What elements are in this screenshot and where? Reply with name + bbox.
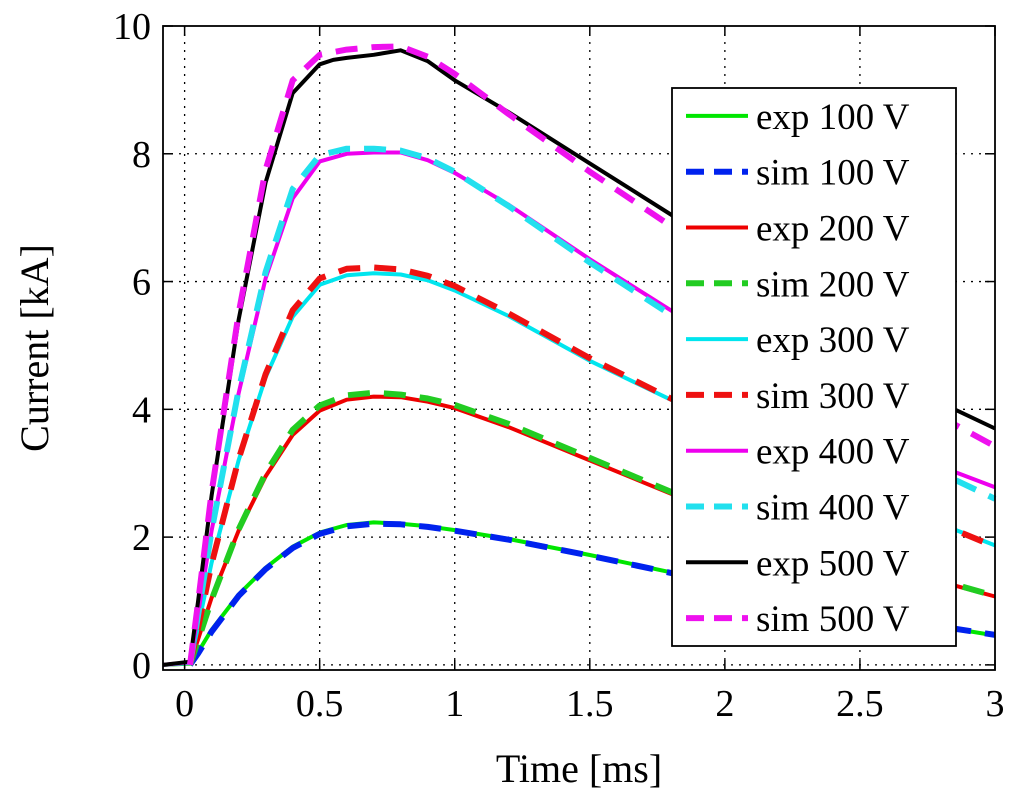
legend-label: sim 400 V (756, 488, 910, 529)
legend: exp 100 V sim 100 V exp 200 V sim 200 V exp … (671, 87, 957, 647)
y-tick-label: 0 (132, 645, 151, 687)
x-axis-title: Time [ms] (496, 746, 662, 791)
x-tick-label: 3 (986, 683, 1005, 725)
y-tick-label: 2 (132, 517, 151, 559)
legend-label: exp 100 V (756, 97, 910, 138)
legend-label: sim 300 V (756, 376, 910, 417)
legend-label: exp 300 V (756, 320, 910, 361)
legend-label: sim 200 V (756, 264, 910, 305)
x-tick-label: 0 (175, 683, 194, 725)
x-tick-label: 1 (445, 683, 464, 725)
legend-label: exp 400 V (756, 432, 910, 473)
x-tick-label: 0.5 (296, 683, 344, 725)
y-tick-label: 10 (113, 6, 151, 48)
x-tick-label: 1.5 (566, 683, 614, 725)
legend-label: sim 500 V (756, 599, 910, 640)
y-axis-title: Current [kA] (12, 244, 57, 452)
series-line-sim-100-v (187, 520, 996, 667)
plot-frame (162, 25, 996, 671)
axis-ticks (163, 25, 996, 670)
y-tick-label: 4 (132, 389, 151, 431)
legend-label: exp 500 V (756, 543, 910, 584)
tick-labels: 0 0.5 1 1.5 2 2.5 3 0 2 4 6 8 10 (113, 6, 1005, 725)
x-tick-label: 2 (715, 683, 734, 725)
y-tick-label: 8 (132, 134, 151, 176)
legend-label: exp 200 V (756, 209, 910, 250)
x-tick-label: 2.5 (836, 683, 884, 725)
y-tick-label: 6 (132, 262, 151, 304)
legend-label: sim 100 V (756, 153, 910, 194)
legend-box (671, 87, 957, 647)
